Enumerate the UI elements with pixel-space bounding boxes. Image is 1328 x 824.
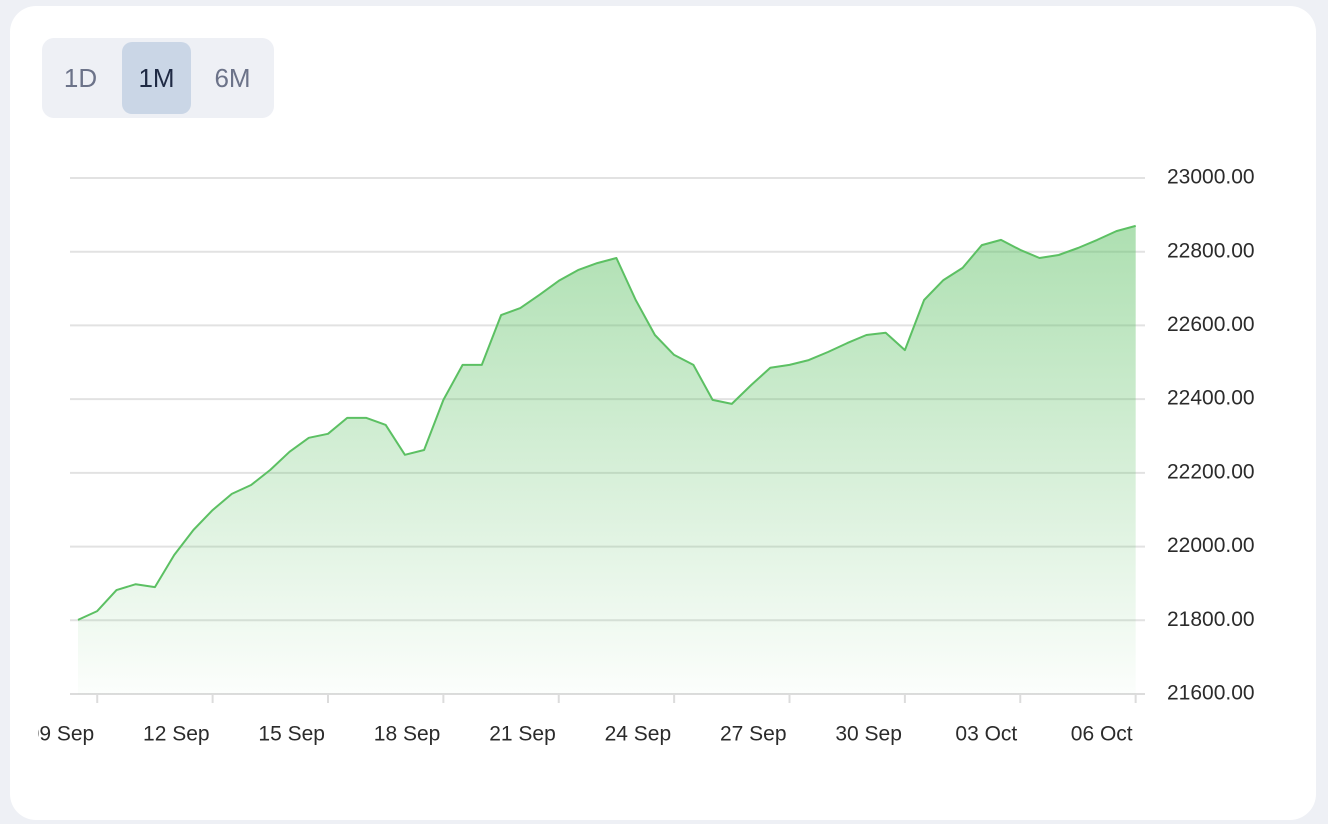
- range-button[interactable]: 1M: [122, 42, 191, 114]
- range-button[interactable]: 1D: [63, 62, 98, 93]
- x-tick-label: 12 Sep: [143, 723, 210, 746]
- y-tick-label: 22000.00: [1167, 534, 1255, 557]
- chart: 21600.00 21800.00 22000.00 22200.00 22400.00…: [38, 166, 1255, 746]
- x-tick-label: 09 Sep: [38, 723, 94, 746]
- y-tick-label: 22800.00: [1167, 239, 1255, 262]
- area: [78, 225, 1136, 694]
- y-tick-label: 22400.00: [1167, 387, 1255, 410]
- x-tick-label: 03 Oct: [955, 723, 1017, 746]
- x-tick-label: 27 Sep: [720, 723, 787, 746]
- y-tick-label: 21600.00: [1167, 682, 1255, 705]
- range-button[interactable]: 6M: [214, 62, 251, 93]
- y-tick-label: 22600.00: [1167, 313, 1255, 336]
- y-tick-label: 22200.00: [1167, 460, 1255, 483]
- x-tick-label: 18 Sep: [374, 723, 441, 746]
- y-tick-label: 21800.00: [1167, 608, 1255, 631]
- time-range-selector: 1D 1M 6M: [42, 38, 274, 118]
- x-tick-label: 15 Sep: [258, 723, 325, 746]
- x-tick-label: 24 Sep: [605, 723, 672, 746]
- x-tick-label: 21 Sep: [489, 723, 556, 746]
- y-tick-label: 23000.00: [1167, 166, 1255, 189]
- line: [77, 224, 1136, 621]
- x-tick-label: 06 Oct: [1071, 723, 1133, 746]
- x-tick-label: 30 Sep: [835, 723, 902, 746]
